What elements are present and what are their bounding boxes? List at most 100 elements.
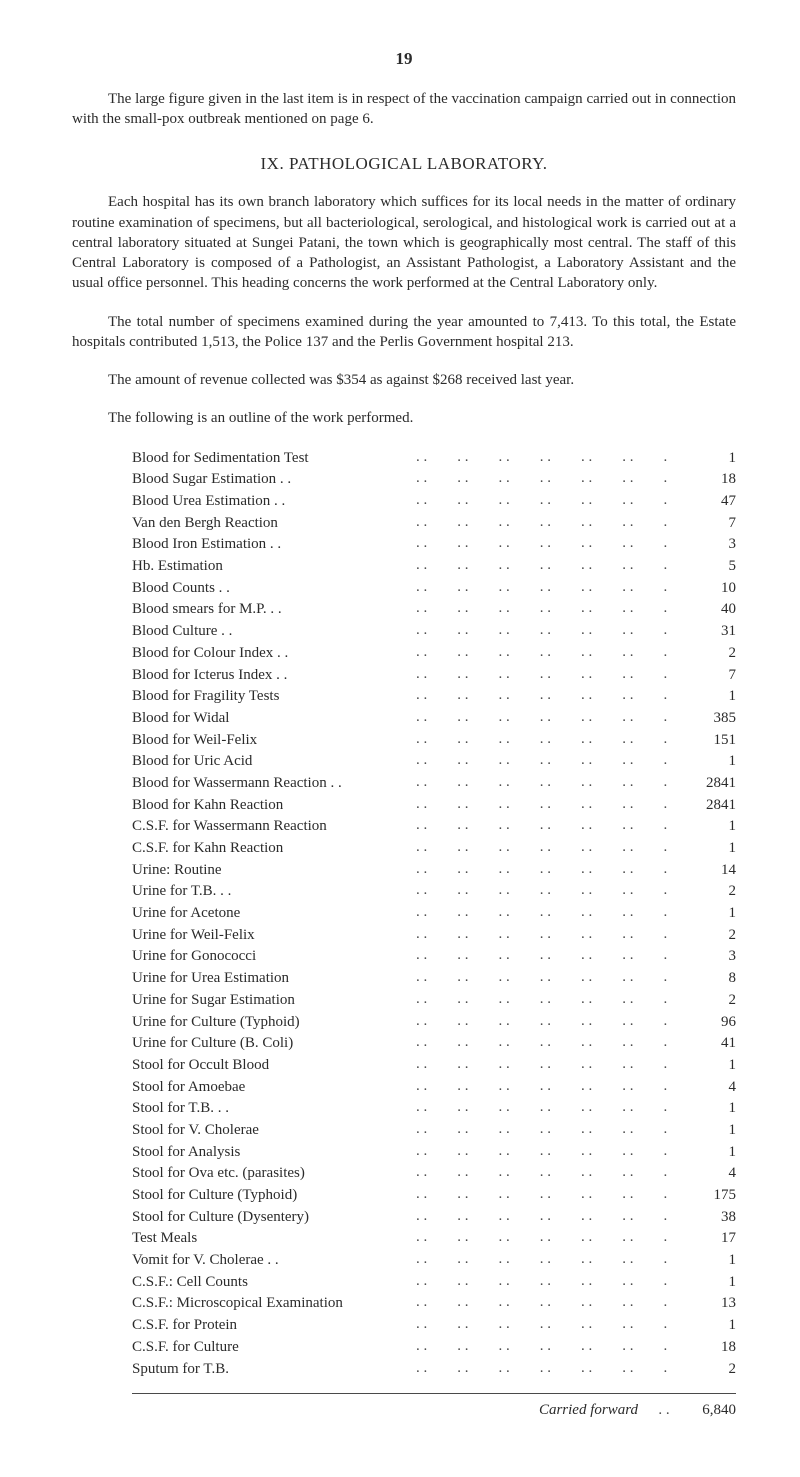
list-item-label: Blood Iron Estimation . . — [132, 534, 412, 555]
list-item-value: 1 — [676, 751, 736, 772]
page-number: 19 — [72, 48, 736, 71]
list-item-label: Van den Bergh Reaction — [132, 513, 412, 534]
list-item-value: 96 — [676, 1012, 736, 1033]
leader-dots — [416, 750, 672, 765]
leader-dots — [416, 1032, 672, 1047]
leader-dots — [416, 1076, 672, 1091]
list-item: Blood for Sedimentation Test1 — [132, 447, 736, 469]
list-item-label: Blood Sugar Estimation . . — [132, 469, 412, 490]
list-item-value: 1 — [676, 903, 736, 924]
list-item: Blood Urea Estimation . . 47 — [132, 490, 736, 512]
leader-dots — [416, 447, 672, 462]
list-item-label: Blood Counts . . — [132, 578, 412, 599]
list-item-value: 18 — [676, 469, 736, 490]
list-item-value: 2 — [676, 990, 736, 1011]
list-item-label: Blood for Fragility Tests — [132, 686, 412, 707]
list-item: C.S.F. for Kahn Reaction1 — [132, 837, 736, 859]
leader-dots — [416, 924, 672, 939]
list-item-label: Blood for Wassermann Reaction . . — [132, 773, 412, 794]
list-item: Urine for Culture (B. Coli)41 — [132, 1032, 736, 1054]
list-item-label: Stool for T.B. . . — [132, 1098, 412, 1119]
list-item: Urine for Acetone 1 — [132, 902, 736, 924]
list-item-label: Stool for V. Cholerae — [132, 1120, 412, 1141]
list-item-value: 1 — [676, 1315, 736, 1336]
list-item-value: 14 — [676, 860, 736, 881]
list-item-label: Urine: Routine — [132, 860, 412, 881]
list-item-value: 10 — [676, 578, 736, 599]
list-item-value: 1 — [676, 1142, 736, 1163]
list-item: Blood Culture . .31 — [132, 620, 736, 642]
list-item-value: 40 — [676, 599, 736, 620]
leader-dots — [416, 772, 672, 787]
list-item-value: 1 — [676, 448, 736, 469]
paragraph-1: Each hospital has its own branch laborat… — [72, 192, 736, 293]
list-item: Blood Counts . . 10 — [132, 577, 736, 599]
leader-dots — [416, 1271, 672, 1286]
leader-dots — [416, 598, 672, 613]
list-item-label: Urine for Acetone — [132, 903, 412, 924]
list-item-value: 8 — [676, 968, 736, 989]
list-item-value: 4 — [676, 1077, 736, 1098]
list-item: C.S.F. for Culture 18 — [132, 1336, 736, 1358]
list-item-label: Urine for Urea Estimation — [132, 968, 412, 989]
list-item-value: 1 — [676, 816, 736, 837]
list-item-label: Vomit for V. Cholerae . . — [132, 1250, 412, 1271]
list-item-label: Blood Culture . . — [132, 621, 412, 642]
leader-dots — [416, 512, 672, 527]
list-item-value: 18 — [676, 1337, 736, 1358]
leader-dots — [416, 1162, 672, 1177]
list-item: Stool for Analysis1 — [132, 1141, 736, 1163]
leader-dots — [416, 1292, 672, 1307]
carried-forward-value: 6,840 — [676, 1400, 736, 1420]
list-item-label: Sputum for T.B. — [132, 1359, 412, 1380]
leader-dots — [416, 729, 672, 744]
list-item-label: C.S.F. for Culture — [132, 1337, 412, 1358]
list-item-value: 17 — [676, 1228, 736, 1249]
list-item-label: Urine for T.B. . . — [132, 881, 412, 902]
leader-dots — [416, 945, 672, 960]
list-item: Blood Sugar Estimation . . 18 — [132, 468, 736, 490]
list-item-label: C.S.F. for Kahn Reaction — [132, 838, 412, 859]
list-item-value: 385 — [676, 708, 736, 729]
section-heading: IX. PATHOLOGICAL LABORATORY. — [72, 153, 736, 176]
leader-dots — [416, 1097, 672, 1112]
list-item: Vomit for V. Cholerae . .1 — [132, 1249, 736, 1271]
list-item-value: 13 — [676, 1293, 736, 1314]
list-item-value: 38 — [676, 1207, 736, 1228]
list-item-value: 7 — [676, 665, 736, 686]
intro-paragraph: The large figure given in the last item … — [72, 89, 736, 130]
list-item-label: Urine for Gonococci — [132, 946, 412, 967]
leader-dots — [416, 837, 672, 852]
list-item: Test Meals17 — [132, 1227, 736, 1249]
list-item: Blood for Wassermann Reaction . .2841 — [132, 772, 736, 794]
leader-dots — [416, 1336, 672, 1351]
leader-dots — [416, 577, 672, 592]
list-item: Stool for Amoebae 4 — [132, 1076, 736, 1098]
list-item-value: 5 — [676, 556, 736, 577]
list-item: Blood for Fragility Tests1 — [132, 685, 736, 707]
list-item: Urine for T.B. . .2 — [132, 880, 736, 902]
list-item-label: C.S.F. for Protein — [132, 1315, 412, 1336]
leader-dots — [416, 815, 672, 830]
leader-dots — [416, 1206, 672, 1221]
list-item: Urine: Routine 14 — [132, 859, 736, 881]
list-item-label: Blood for Weil-Felix — [132, 730, 412, 751]
list-item-label: Stool for Ova etc. (parasites) — [132, 1163, 412, 1184]
leader-dots — [416, 1054, 672, 1069]
list-item-value: 41 — [676, 1033, 736, 1054]
leader-dots — [416, 902, 672, 917]
leader-dots — [416, 1011, 672, 1026]
leader-dots — [416, 642, 672, 657]
list-item-label: Stool for Culture (Dysentery) — [132, 1207, 412, 1228]
list-item-label: Stool for Occult Blood — [132, 1055, 412, 1076]
list-item: Urine for Sugar Estimation2 — [132, 989, 736, 1011]
list-item-label: Stool for Amoebae — [132, 1077, 412, 1098]
list-item-label: Urine for Culture (Typhoid) — [132, 1012, 412, 1033]
leader-dots — [416, 707, 672, 722]
list-item-value: 47 — [676, 491, 736, 512]
list-item: Stool for V. Cholerae1 — [132, 1119, 736, 1141]
list-item: C.S.F.: Cell Counts1 — [132, 1271, 736, 1293]
leader-dots — [416, 880, 672, 895]
list-item-label: Blood Urea Estimation . . — [132, 491, 412, 512]
list-item-value: 2841 — [676, 795, 736, 816]
